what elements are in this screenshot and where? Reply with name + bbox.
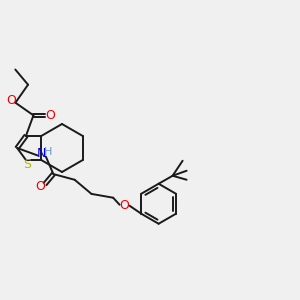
Text: S: S: [23, 158, 31, 172]
Text: O: O: [7, 94, 16, 107]
Text: O: O: [46, 109, 56, 122]
Text: O: O: [35, 179, 45, 193]
Text: H: H: [44, 146, 52, 157]
Text: N: N: [37, 147, 46, 160]
Text: O: O: [120, 199, 130, 212]
